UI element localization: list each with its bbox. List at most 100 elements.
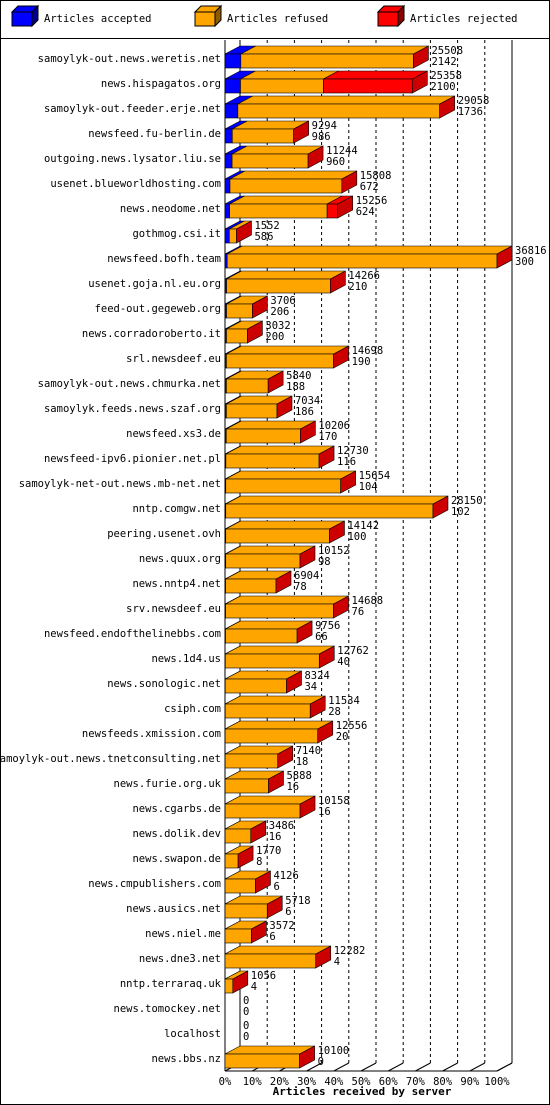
accepted-label: 960 xyxy=(326,156,345,168)
y-tick-label: news.dolik.dev xyxy=(132,828,221,840)
bar xyxy=(224,1053,300,1069)
bar xyxy=(229,178,343,194)
bar xyxy=(224,778,269,794)
y-tick-label: news.hispagatos.org xyxy=(101,78,221,90)
bar-side xyxy=(309,695,326,719)
y-tick-label: news.neodome.net xyxy=(120,203,221,215)
accepted-label: 586 xyxy=(254,231,273,243)
total-label: 0 xyxy=(243,995,249,1007)
y-tick-label: usenet.blueworldhosting.com xyxy=(50,178,221,190)
bar-top xyxy=(226,345,349,355)
accepted-label: 6 xyxy=(273,881,279,893)
total-label: 10158 xyxy=(318,795,350,807)
bar xyxy=(224,728,319,744)
accepted-label: 16 xyxy=(286,781,299,793)
bar xyxy=(224,53,242,69)
accepted-label: 104 xyxy=(359,481,378,493)
bar xyxy=(225,578,277,594)
total-label: 14142 xyxy=(347,520,379,532)
accepted-label: 98 xyxy=(318,556,331,568)
total-label: 10100 xyxy=(318,1045,350,1057)
total-label: 3572 xyxy=(269,920,294,932)
y-tick-label: news.1d4.us xyxy=(151,653,221,665)
bar-side xyxy=(286,670,302,694)
bar-side xyxy=(299,1045,315,1069)
accepted-label: 16 xyxy=(318,806,331,818)
y-tick-label: newsfeed.bofh.team xyxy=(107,253,221,265)
bar xyxy=(224,228,230,244)
bar-side xyxy=(299,795,316,819)
bar xyxy=(226,303,253,319)
y-tick-label: nntp.comgw.net xyxy=(132,503,221,515)
bar xyxy=(224,903,268,919)
bar xyxy=(224,678,287,694)
tick-mark xyxy=(306,1062,322,1072)
bar-side xyxy=(236,220,252,244)
bar-side xyxy=(318,645,335,669)
accepted-label: 0 xyxy=(243,1006,249,1018)
bar xyxy=(225,553,301,569)
bar xyxy=(237,103,440,119)
accepted-label: 4 xyxy=(334,956,340,968)
bar xyxy=(224,203,230,219)
y-tick-label: news.cgarbs.de xyxy=(132,803,221,815)
accepted-label: 986 xyxy=(312,131,331,143)
bar xyxy=(224,128,233,144)
tick-mark xyxy=(415,1062,431,1072)
accepted-label: 76 xyxy=(352,606,365,618)
accepted-label: 40 xyxy=(337,656,350,668)
bar xyxy=(224,653,320,669)
bar xyxy=(224,878,256,894)
tick-mark xyxy=(360,1062,377,1072)
total-label: 36816 xyxy=(515,245,547,257)
y-tick-label: news.corradoroberto.it xyxy=(82,328,221,340)
accepted-label: 300 xyxy=(515,256,534,268)
bar xyxy=(224,703,311,719)
accepted-label: 0 xyxy=(243,1031,249,1043)
total-label: 12282 xyxy=(334,945,366,957)
accepted-label: 210 xyxy=(348,281,367,293)
tick-mark xyxy=(387,1062,404,1072)
accepted-label: 78 xyxy=(294,581,307,593)
y-tick-label: srv.newsdeef.eu xyxy=(126,603,221,615)
bar xyxy=(225,428,301,444)
tick-mark xyxy=(333,1062,350,1072)
total-label: 3032 xyxy=(265,320,290,332)
accepted-label: 66 xyxy=(315,631,328,643)
accepted-label: 28 xyxy=(328,706,341,718)
bar xyxy=(224,78,241,94)
total-label: 11534 xyxy=(328,695,360,707)
total-label: 11244 xyxy=(326,145,358,157)
accepted-label: 16 xyxy=(269,831,282,843)
total-label: 15654 xyxy=(359,470,391,482)
accepted-label: 170 xyxy=(318,431,337,443)
accepted-label: 20 xyxy=(336,731,349,743)
accepted-label: 102 xyxy=(451,506,470,518)
bar-side xyxy=(275,570,292,594)
bar-side xyxy=(296,620,313,644)
y-tick-label: usenet.goja.nl.eu.org xyxy=(88,278,221,290)
y-tick-label: newsfeed.xs3.de xyxy=(126,428,221,440)
bar-side xyxy=(413,45,429,69)
bar-top xyxy=(237,95,455,105)
total-label: 5718 xyxy=(285,895,310,907)
accepted-label: 100 xyxy=(347,531,366,543)
bar-side xyxy=(317,720,334,744)
x-tick-label: 40% xyxy=(324,1076,344,1088)
x-tick-label: 100% xyxy=(484,1076,510,1088)
total-label: 0 xyxy=(243,1020,249,1032)
accepted-label: 206 xyxy=(270,306,289,318)
bar xyxy=(231,128,294,144)
total-label: 25358 xyxy=(430,70,462,82)
total-label: 12556 xyxy=(336,720,368,732)
bar-top xyxy=(225,695,326,705)
legend-swatch xyxy=(11,11,33,27)
bar-side xyxy=(439,95,455,119)
y-tick-label: news.dne3.net xyxy=(139,953,221,965)
accepted-label: 6 xyxy=(285,906,291,918)
accepted-label: 4 xyxy=(251,981,257,993)
bar-side xyxy=(330,270,346,294)
bar-side xyxy=(232,970,249,994)
bar-top xyxy=(231,145,324,155)
bar-side xyxy=(293,120,309,144)
